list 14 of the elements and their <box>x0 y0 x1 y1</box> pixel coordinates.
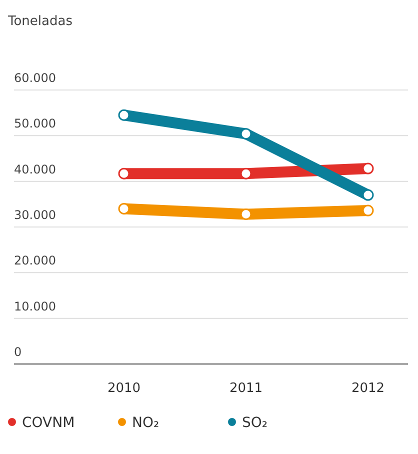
y-tick-label: 40.000 <box>14 162 56 176</box>
y-tick-label: 30.000 <box>14 208 56 222</box>
legend-label: COVNM <box>22 415 75 431</box>
legend-label: SO₂ <box>242 415 268 431</box>
y-tick-label: 10.000 <box>14 299 56 314</box>
y-tick-label: 20.000 <box>14 254 56 268</box>
x-tick-label: 2012 <box>351 381 385 396</box>
y-tick-label: 60.000 <box>14 71 56 85</box>
legend-label: NO₂ <box>132 415 160 431</box>
x-tick-label: 2011 <box>229 381 263 396</box>
y-tick-label: 50.000 <box>14 116 56 131</box>
x-tick-label: 2010 <box>107 381 141 396</box>
y-tick-label: 0 <box>14 345 22 359</box>
y-axis-title: Toneladas <box>7 14 73 29</box>
